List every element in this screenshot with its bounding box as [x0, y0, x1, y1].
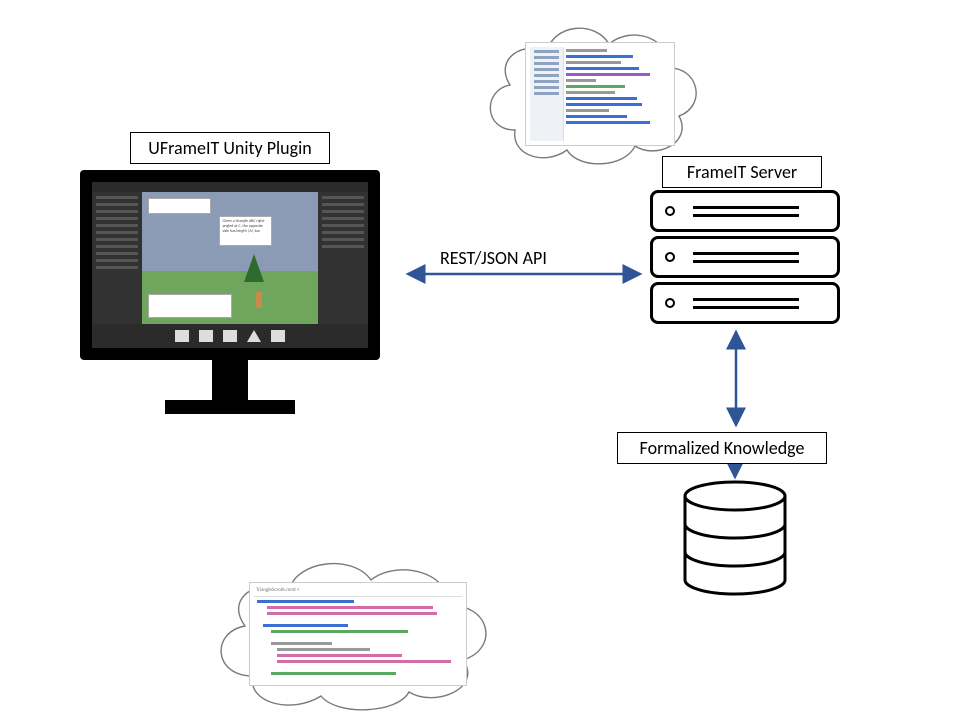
code-body [254, 597, 462, 681]
file-tab: TriangleScrolls.mmt × [254, 587, 462, 597]
database-icon [680, 480, 790, 600]
mmt-code-screenshot: TriangleScrolls.mmt × [249, 582, 467, 686]
cloud-bottom: TriangleScrolls.mmt × [205, 548, 505, 716]
knowledge-label-box: Formalized Knowledge [617, 432, 827, 464]
knowledge-label: Formalized Knowledge [640, 437, 805, 459]
